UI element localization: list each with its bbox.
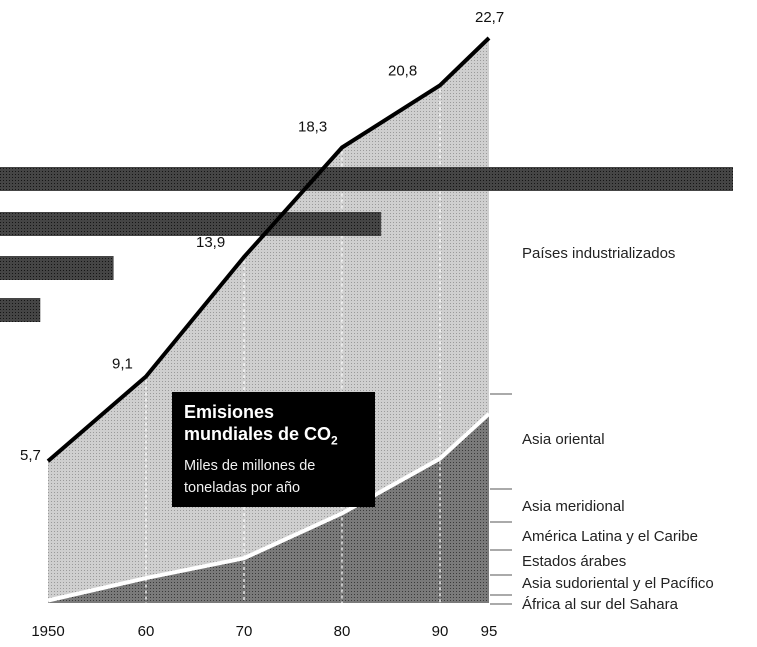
x-tick-80: 80 xyxy=(334,623,351,640)
chart-title: Emisiones mundiales de CO2 xyxy=(184,401,365,452)
bars-layer xyxy=(0,167,733,322)
lines-layer xyxy=(46,36,491,603)
bar-2 xyxy=(0,212,382,236)
region-label-6: Asia sudoriental y el Pacífico xyxy=(522,575,714,592)
bar-1 xyxy=(0,167,733,191)
x-tick-90: 90 xyxy=(432,623,449,640)
point-label-1990: 20,8 xyxy=(388,62,417,79)
region-label-7: África al sur del Sahara xyxy=(522,596,679,613)
point-label-1995: 22,7 xyxy=(475,9,504,26)
region-label-5: Estados árabes xyxy=(522,553,626,570)
labels-layer: 5,7 9,1 13,9 18,3 20,8 22,7 xyxy=(20,9,504,464)
chart-title-subscript: 2 xyxy=(331,433,338,448)
total-emissions-line xyxy=(46,36,491,463)
chart-subtitle-line2: toneladas por año xyxy=(184,479,301,496)
x-axis: 1950 60 70 80 90 95 xyxy=(31,623,497,640)
region-label-2: Asia oriental xyxy=(522,431,605,448)
region-label-4: América Latina y el Caribe xyxy=(522,528,698,545)
bar-4 xyxy=(0,298,41,322)
area-developing-regions xyxy=(48,413,489,603)
chart-subtitle: Miles de millones de toneladas por año xyxy=(184,455,365,499)
regions-layer: Países industrializados Asia oriental Asia… xyxy=(490,245,714,613)
chart-title-line1: Emisiones xyxy=(184,402,275,422)
x-tick-70: 70 xyxy=(236,623,253,640)
x-tick-95: 95 xyxy=(481,623,498,640)
chart-title-box: Emisiones mundiales de CO2 Miles de mill… xyxy=(172,392,375,507)
x-tick-1950: 1950 xyxy=(31,623,64,640)
point-label-1980: 18,3 xyxy=(298,119,327,136)
region-label-3: Asia meridional xyxy=(522,498,625,515)
chart-subtitle-line1: Miles de millones de xyxy=(184,457,316,474)
point-label-1970: 13,9 xyxy=(196,234,225,251)
region-boundary-line xyxy=(47,412,491,603)
bar-3 xyxy=(0,256,114,280)
region-label-1: Países industrializados xyxy=(522,245,675,262)
point-label-1950: 5,7 xyxy=(20,447,41,464)
x-tick-60: 60 xyxy=(138,623,155,640)
lower-area-layer xyxy=(48,413,489,603)
point-label-1960: 9,1 xyxy=(112,356,133,373)
chart-title-line2: mundiales de CO xyxy=(184,424,332,444)
